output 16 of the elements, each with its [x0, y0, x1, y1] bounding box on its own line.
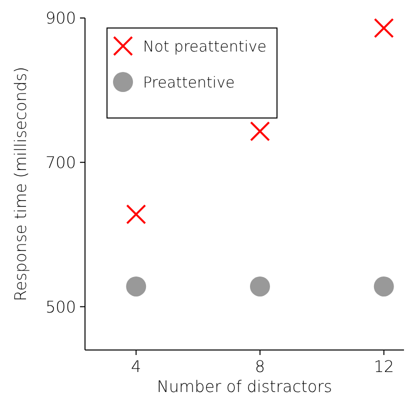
x-tick-label: 12: [374, 357, 394, 376]
y-axis-title: Response time (milliseconds): [11, 66, 30, 302]
x-tick-label: 8: [254, 357, 266, 376]
point: [250, 121, 270, 142]
point: [374, 276, 394, 296]
legend-label: Not preattentive: [143, 37, 266, 56]
point: [126, 204, 146, 224]
point: [126, 276, 146, 296]
point: [374, 18, 394, 38]
x-axis-title: Number of distractors: [156, 377, 332, 396]
y-tick-label: 500: [45, 297, 76, 316]
x-tick-label: 4: [131, 357, 142, 376]
point: [250, 276, 270, 296]
y-tick-label: 700: [45, 152, 76, 172]
y-tick-label: 900: [45, 8, 76, 28]
legend-label: Preattentive: [143, 73, 235, 92]
